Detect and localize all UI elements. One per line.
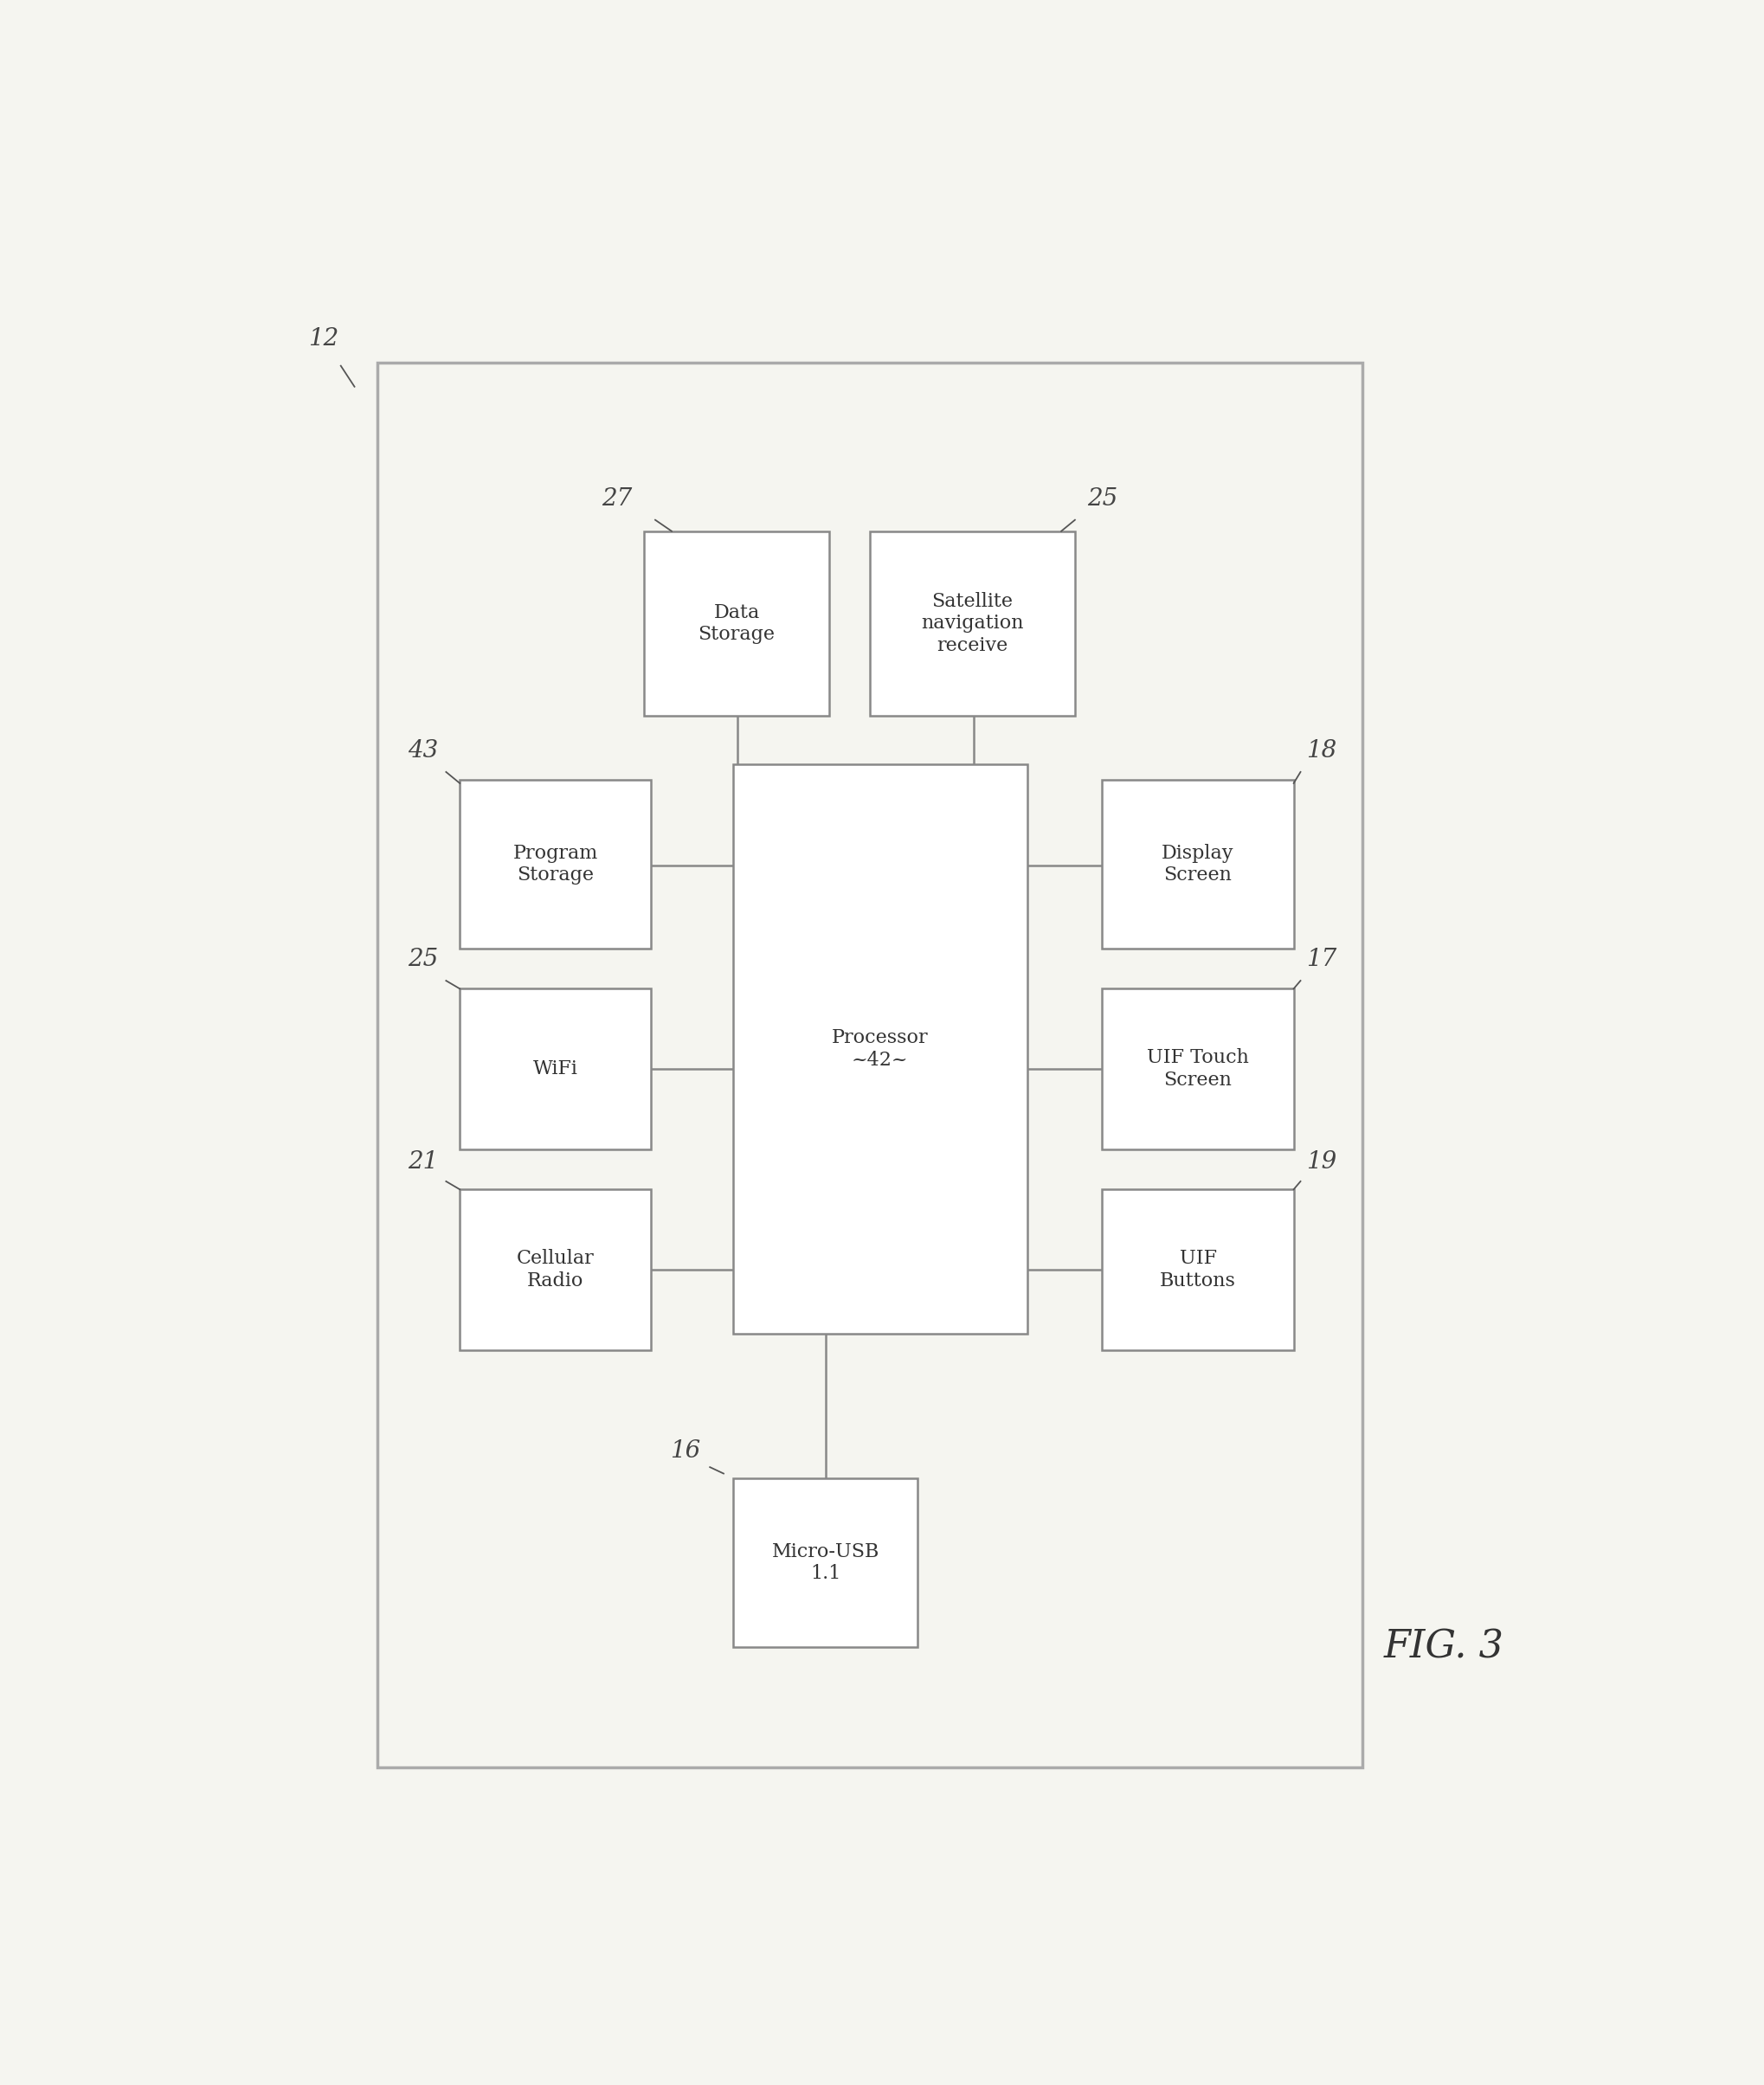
Text: 25: 25	[1087, 488, 1118, 511]
Text: Micro-USB
1.1: Micro-USB 1.1	[771, 1543, 878, 1583]
Bar	[870, 532, 1074, 715]
Text: WiFi: WiFi	[533, 1059, 579, 1078]
Text: 17: 17	[1305, 949, 1337, 972]
Text: Data
Storage: Data Storage	[699, 603, 774, 644]
Text: 12: 12	[307, 327, 339, 350]
Text: Cellular
Radio: Cellular Radio	[517, 1249, 594, 1291]
Bar	[460, 780, 651, 949]
Text: 43: 43	[407, 740, 437, 763]
Text: Program
Storage: Program Storage	[513, 844, 598, 884]
Text: 21: 21	[407, 1151, 437, 1174]
Bar	[734, 1478, 917, 1647]
Text: UIF Touch
Screen: UIF Touch Screen	[1147, 1049, 1249, 1090]
Text: Display
Screen: Display Screen	[1162, 844, 1235, 884]
Text: 19: 19	[1305, 1151, 1337, 1174]
Bar	[644, 532, 829, 715]
Text: Processor
~42~: Processor ~42~	[833, 1028, 928, 1070]
Text: UIF
Buttons: UIF Buttons	[1161, 1249, 1237, 1291]
Bar	[1102, 1188, 1293, 1349]
Bar	[460, 988, 651, 1149]
Text: 16: 16	[670, 1439, 700, 1464]
Bar	[1102, 988, 1293, 1149]
Text: Satellite
navigation
receive: Satellite navigation receive	[921, 592, 1023, 655]
Bar	[734, 763, 1027, 1334]
Bar	[377, 363, 1362, 1768]
Text: 25: 25	[407, 949, 437, 972]
Bar	[1102, 780, 1293, 949]
Bar	[460, 1188, 651, 1349]
Text: 27: 27	[602, 488, 632, 511]
Text: FIG. 3: FIG. 3	[1385, 1628, 1505, 1666]
Text: 18: 18	[1305, 740, 1337, 763]
